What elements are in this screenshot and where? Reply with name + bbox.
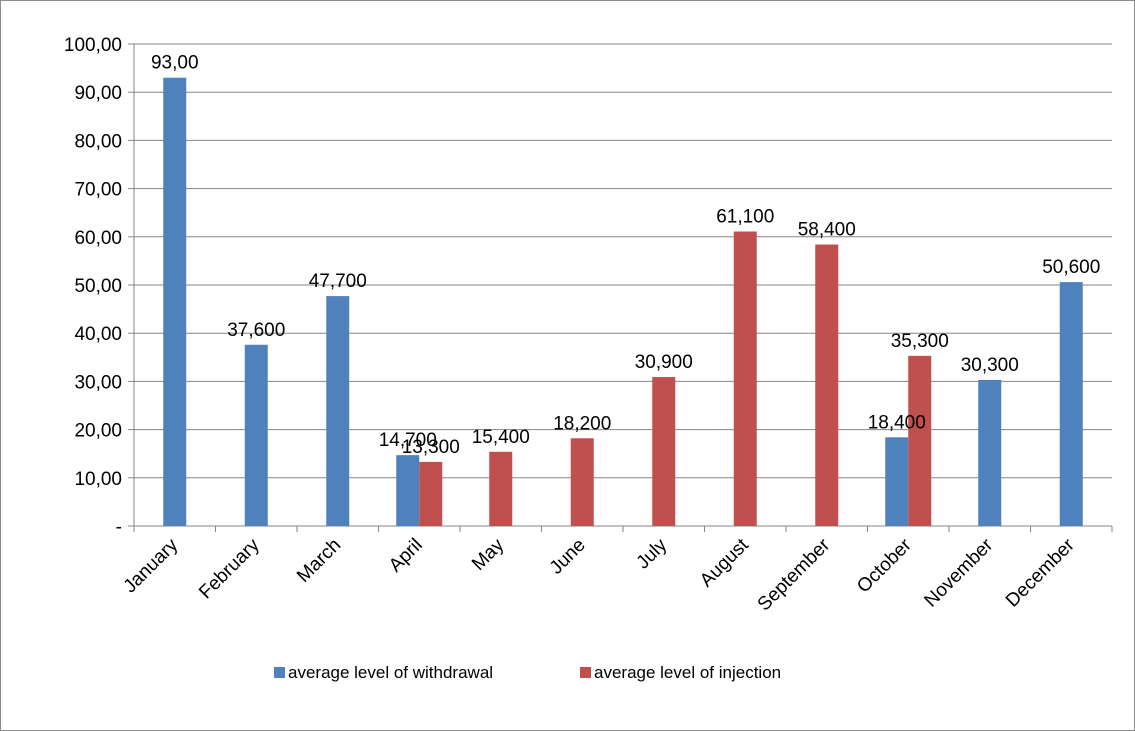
bar (489, 451, 513, 526)
data-label: 15,400 (472, 427, 530, 448)
data-label: 14,700 (379, 430, 437, 451)
data-label: 18,200 (553, 413, 611, 434)
x-tick-label: May (468, 534, 509, 575)
bar (908, 355, 932, 526)
x-tick-label: January (120, 534, 183, 597)
y-tick-label: 70,00 (74, 180, 122, 201)
bar (326, 296, 350, 526)
data-label: 30,900 (635, 352, 693, 373)
data-label: 93,00 (151, 53, 199, 74)
data-label: 50,600 (1042, 257, 1100, 278)
bar (244, 344, 268, 526)
y-tick-label: 40,00 (74, 324, 122, 345)
axes: - 10,00 20,00 30,00 40,00 50,00 60,00 70,00 80,0… (64, 35, 1113, 615)
bar (652, 377, 676, 526)
x-tick-label: September (754, 534, 835, 615)
legend-label: average level of injection (594, 663, 781, 682)
legend-swatch (580, 667, 591, 678)
gridlines (134, 43, 1112, 479)
data-label: 37,600 (227, 320, 285, 341)
bar (885, 437, 909, 526)
legend: average level of withdrawal average level… (274, 663, 781, 682)
bar (733, 231, 757, 527)
x-tick-label: July (633, 534, 672, 573)
bar (163, 77, 187, 527)
bar (815, 244, 839, 526)
data-label: 61,100 (716, 206, 774, 227)
bar (419, 461, 443, 526)
data-label: 35,300 (891, 331, 949, 352)
data-label: 58,400 (798, 220, 856, 241)
y-tick-label: 30,00 (74, 372, 122, 393)
y-tick-label: 100,00 (64, 35, 122, 56)
bar (570, 438, 594, 526)
data-label: 18,400 (868, 412, 926, 433)
bar (978, 379, 1002, 526)
x-tick-label: February (195, 534, 264, 603)
legend-label: average level of withdrawal (288, 663, 493, 682)
data-label: 30,300 (961, 355, 1019, 376)
bar (396, 455, 420, 526)
bars (163, 77, 1083, 527)
x-tick-label: August (696, 534, 753, 591)
y-tick-label: 60,00 (74, 228, 122, 249)
data-label: 13,300 (402, 437, 460, 458)
x-tick-label: March (293, 535, 345, 587)
y-tick-label: 90,00 (74, 83, 122, 104)
legend-swatch (274, 667, 285, 678)
y-tick-label: 10,00 (74, 469, 122, 490)
bar (1059, 282, 1083, 526)
x-tick-label: April (385, 535, 427, 577)
y-tick-label: 80,00 (74, 131, 122, 152)
y-tick-label: 20,00 (74, 421, 122, 442)
y-tick-label: 50,00 (74, 276, 122, 297)
x-tick-label: December (1002, 534, 1079, 611)
x-tick-label: June (546, 535, 590, 579)
y-tick-label: - (116, 517, 122, 538)
x-tick-label: November (920, 534, 997, 611)
x-tick-label: October (853, 534, 916, 597)
data-labels: 93,00 37,600 47,700 14,700 18,400 30,300 50,60… (151, 53, 1100, 458)
data-label: 47,700 (309, 271, 367, 292)
